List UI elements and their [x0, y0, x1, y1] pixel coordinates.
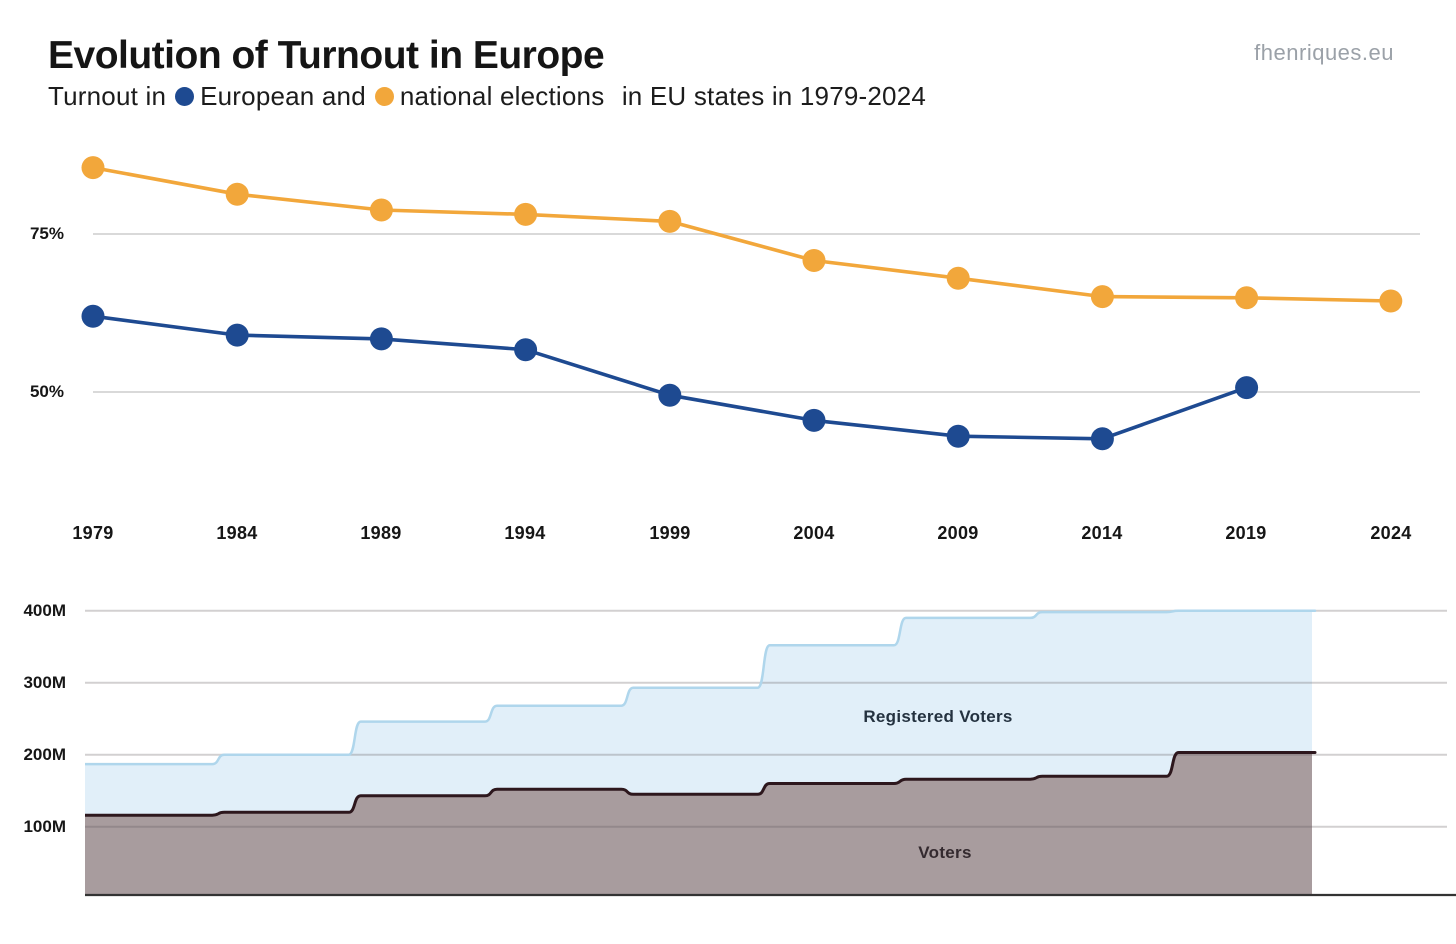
x-axis-tick-2019: 2019 — [1225, 523, 1267, 543]
x-axis-tick-1989: 1989 — [360, 523, 402, 543]
national-data-point — [802, 249, 826, 272]
subtitle-european-label: European and — [200, 81, 366, 111]
y-axis-tick-100m: 100M — [23, 817, 66, 836]
registered-voters-label: Registered Voters — [863, 707, 1013, 726]
european-data-point — [802, 408, 826, 432]
subtitle-prefix: Turnout in — [48, 81, 167, 111]
national-data-point — [1379, 289, 1403, 313]
voters-area — [85, 752, 1315, 895]
national-data-point — [1235, 286, 1259, 310]
european-data-point — [658, 383, 682, 407]
x-axis-tick-2014: 2014 — [1081, 523, 1123, 543]
european-data-point — [946, 424, 970, 448]
x-axis-tick-1999: 1999 — [649, 523, 691, 543]
subtitle-national-label: national elections — [399, 81, 605, 111]
y-axis-tick-50pct: 50% — [29, 382, 64, 401]
subtitle-suffix: in EU states in 1979-2024 — [614, 81, 927, 111]
x-axis-tick-2004: 2004 — [793, 523, 835, 543]
y-axis-tick-75pct: 75% — [29, 224, 64, 243]
national-data-point — [946, 266, 970, 290]
national-data-point — [658, 209, 682, 233]
european-series-legend-dot-icon — [175, 86, 195, 106]
european-data-point — [1090, 427, 1114, 451]
x-axis-tick-1984: 1984 — [216, 523, 258, 543]
national-data-point — [514, 202, 538, 226]
european-data-point — [1235, 376, 1259, 400]
x-axis-tick-2024: 2024 — [1370, 523, 1412, 543]
y-axis-tick-400m: 400M — [23, 601, 66, 620]
national-data-point — [81, 156, 105, 180]
y-axis-tick-300m: 300M — [23, 673, 66, 692]
y-axis-tick-200m: 200M — [23, 745, 66, 764]
page-title: Evolution of Turnout in Europe — [48, 34, 605, 77]
national-data-point — [369, 198, 393, 222]
national-series-line — [92, 165, 1391, 303]
registered-edge — [85, 609, 1317, 766]
european-series-line — [92, 314, 1248, 441]
european-data-point — [369, 327, 393, 351]
watermark: fhenriques.eu — [1254, 40, 1394, 65]
x-axis-tick-2009: 2009 — [937, 523, 979, 543]
national-series-legend-dot-icon — [374, 86, 394, 106]
voters-label: Voters — [918, 843, 972, 862]
voters-edge — [85, 751, 1317, 817]
national-data-point — [1090, 285, 1114, 309]
x-axis-tick-1979: 1979 — [72, 523, 114, 543]
x-axis-tick-1994: 1994 — [504, 523, 546, 543]
european-data-point — [514, 338, 538, 362]
european-data-point — [81, 304, 105, 328]
national-data-point — [225, 182, 249, 206]
european-data-point — [225, 323, 249, 347]
chart-subtitle: Turnout in European and national electio… — [48, 80, 926, 112]
